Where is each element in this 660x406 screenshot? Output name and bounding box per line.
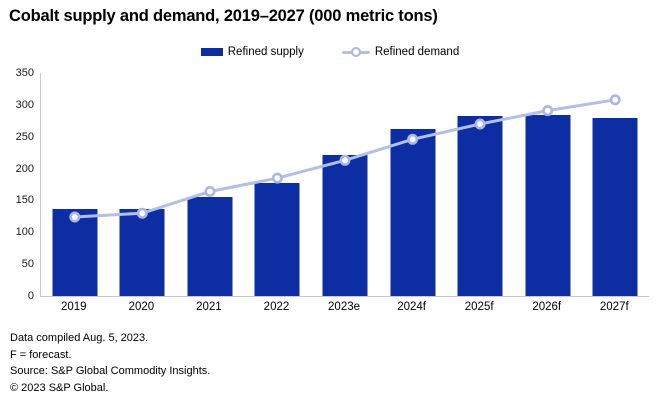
footer-note-forecast: F = forecast. [10,348,72,361]
footer-note-source: Source: S&P Global Commodity Insights. [10,365,211,377]
x-axis-label: 2026f [532,301,562,313]
legend: Refined supply Refined demand [0,46,660,58]
x-axis-label: 2024f [397,301,426,313]
demand-marker [69,211,81,223]
demand-line-layer [69,94,621,223]
y-axis-tick-label: 200 [15,162,34,175]
bar-column [244,73,312,296]
y-axis-tick-label: 350 [15,67,34,79]
supply-swatch-icon [200,48,223,56]
bar-column [311,73,379,296]
bar-series [41,73,649,296]
legend-item-refined-supply: Refined supply [200,46,304,58]
bar-column [379,73,447,296]
demand-swatch-icon [341,47,370,58]
demand-marker [136,207,148,219]
x-axis-label: 2021 [196,301,222,313]
demand-marker [609,94,621,106]
x-axis-label: 2027f [599,301,629,313]
supply-bar [187,197,233,296]
x-axis-label: 2022 [263,301,290,313]
bar-column [446,73,514,296]
supply-bar [525,115,571,296]
y-axis-tick-label: 0 [27,290,34,302]
supply-bar [52,209,98,296]
plot-area [40,73,649,297]
x-axis-label: 2020 [128,301,155,313]
footer-note-copyright: © 2023 S&P Global. [10,381,109,394]
bar-column [582,73,650,296]
supply-bar [254,182,300,296]
bar-column [514,73,582,296]
demand-marker [542,105,554,117]
bar-column [176,73,244,296]
bar-column [109,73,177,296]
bar-column [41,73,109,296]
demand-marker [204,186,216,198]
legend-label-demand: Refined demand [374,46,460,58]
y-axis-tick-label: 250 [15,130,34,143]
supply-bar [322,155,368,296]
supply-bar [119,208,165,296]
supply-bar [592,118,638,296]
demand-marker [407,133,419,145]
footer-note-compiled: Data compiled Aug. 5, 2023. [10,332,149,344]
y-axis-tick-label: 150 [15,194,34,207]
supply-bar [390,129,436,296]
x-axis: 2019 2020 2021 2022 2023e 2024f 2025f 2026f 2027… [40,301,648,313]
legend-label-supply: Refined supply [227,46,304,58]
y-axis: 0 50 100 150 200 250 300 350 [0,67,34,302]
supply-bar [457,116,503,296]
page-title: Cobalt supply and demand, 2019–2027 (000… [9,7,438,25]
x-axis-label: 2019 [60,301,87,313]
footer-notes: Data compiled Aug. 5, 2023. F = forecast… [10,330,210,396]
y-axis-tick-label: 50 [21,258,34,271]
demand-marker [474,118,486,130]
legend-item-refined-demand: Refined demand [341,46,460,58]
y-axis-tick-label: 100 [15,226,34,239]
x-axis-label: 2025f [464,301,494,313]
demand-marker [271,172,283,184]
demand-marker [339,154,351,166]
x-axis-label: 2023e [328,301,361,313]
y-axis-tick-label: 300 [15,98,34,111]
